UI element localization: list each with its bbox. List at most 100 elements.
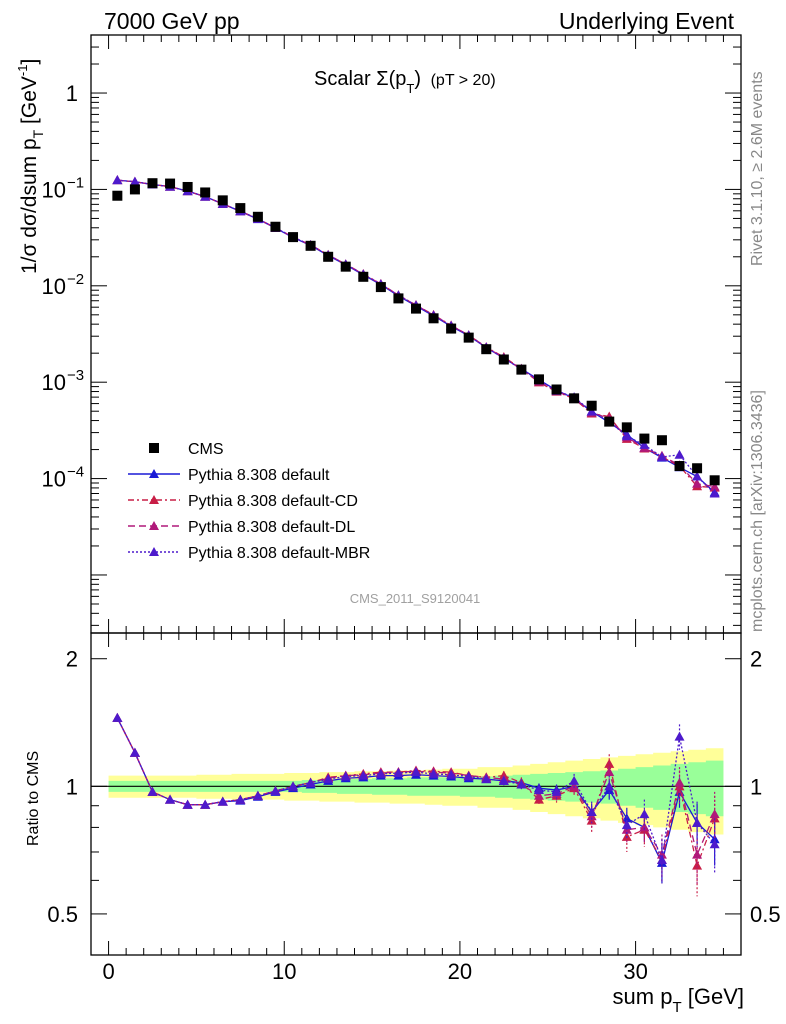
ratio-marker: [252, 790, 263, 800]
x-tick-label: 10: [272, 959, 296, 984]
x-tick-label: 20: [448, 959, 472, 984]
mc-marker: [656, 451, 667, 461]
legend-label: Pythia 8.308 default: [188, 467, 330, 484]
legend-marker-cms: [149, 443, 159, 453]
mc-marker: [692, 471, 703, 481]
ratio-marker: [200, 799, 211, 809]
ratio-marker: [586, 806, 597, 816]
cms-data-point: [182, 181, 193, 192]
cms-data-point: [375, 282, 386, 293]
ratio-marker: [709, 839, 720, 849]
analysis-watermark: CMS_2011_S9120041: [350, 591, 481, 606]
main-plot: 110−110−210−310−4: [42, 34, 742, 634]
y-tick-label: 10: [42, 370, 66, 395]
cms-data-point: [446, 323, 457, 334]
ylabel-main: 1/σ dσ/dsum p: [18, 138, 41, 274]
cms-data-point: [235, 203, 246, 214]
ratio-marker: [165, 794, 176, 804]
ratio-marker: [569, 781, 580, 791]
cms-data-point: [463, 332, 474, 343]
band-stat-uncertainty: [108, 760, 724, 817]
cms-data-point: [323, 251, 334, 262]
mc-line-3: [117, 179, 715, 488]
ratio-y-tick-label-right: 0.5: [750, 902, 781, 927]
cms-data-point: [551, 384, 562, 395]
ratio-marker: [533, 790, 544, 800]
y-tick-label: 10: [42, 467, 66, 492]
mc-line-4: [117, 179, 716, 494]
y-tick-label: 10: [42, 177, 66, 202]
legend-marker: [149, 495, 159, 504]
y-tick-exponent: −1: [67, 174, 84, 191]
ratio-marker: [446, 769, 457, 779]
ratio-marker: [692, 817, 703, 827]
legend-marker: [149, 469, 159, 478]
ratio-plot: 0 10 20 30 0.5 0.5 1 1 2 2: [47, 35, 781, 984]
mc-marker: [129, 176, 140, 186]
rivet-label: Rivet 3.1.10, ≥ 2.6M events: [749, 71, 766, 266]
cms-data-point: [112, 190, 123, 201]
ratio-marker: [270, 785, 281, 795]
header-right: Underlying Event: [559, 8, 735, 34]
ratio-marker: [621, 820, 632, 830]
ratio-marker: [692, 860, 703, 870]
cms-data-point: [129, 184, 140, 195]
cms-data-point: [305, 240, 316, 251]
y-axis-label-main: 1/σ dσ/dsum pT [GeV-1]: [15, 59, 46, 274]
ratio-marker: [656, 849, 667, 859]
legend-marker: [149, 521, 159, 530]
legend-label: Pythia 8.308 default-DL: [188, 519, 355, 536]
cms-data-point: [621, 422, 632, 433]
ratio-marker: [674, 731, 685, 741]
cms-data-point: [340, 261, 351, 272]
xlabel-main: sum p: [613, 984, 673, 1009]
y-tick-exponent: −4: [67, 464, 84, 481]
cms-data-point: [165, 178, 176, 189]
mc-marker: [709, 488, 720, 498]
ylabel-close: ]: [18, 59, 41, 65]
title-close: ): [414, 68, 421, 90]
ratio-marker: [692, 849, 703, 859]
ratio-y-tick-label: 2: [66, 647, 78, 672]
legend-label: CMS: [188, 441, 224, 458]
ratio-marker: [182, 799, 193, 809]
ratio-marker: [674, 777, 685, 787]
ratio-marker: [411, 767, 421, 777]
cms-data-point: [428, 313, 439, 324]
cms-data-point: [288, 232, 299, 243]
legend-marker: [149, 547, 159, 556]
mc-marker: [709, 481, 720, 491]
title-cut: (pT > 20): [431, 72, 496, 89]
mc-marker: [639, 439, 650, 449]
cms-data-point: [411, 303, 421, 314]
cms-data-point: [498, 354, 509, 365]
cms-data-point: [481, 344, 492, 355]
legend: CMS Pythia 8.308 default Pythia 8.308 defa…: [128, 441, 370, 562]
ratio-marker: [639, 822, 650, 832]
mc-marker: [586, 406, 597, 416]
mc-marker: [621, 431, 632, 441]
header-left: 7000 GeV pp: [104, 8, 240, 34]
ylabel-sup: -1: [15, 65, 30, 77]
title-sub: T: [406, 81, 414, 96]
cms-data-point: [270, 221, 281, 232]
ratio-marker: [147, 786, 158, 796]
x-tick-label: 30: [623, 959, 647, 984]
ratio-frame: [90, 632, 742, 956]
cms-data-point: [639, 433, 650, 444]
ratio-marker: [463, 771, 474, 781]
ratio-marker: [604, 781, 615, 791]
ratio-marker: [305, 777, 316, 787]
ratio-marker: [375, 768, 386, 778]
ratio-y-tick-label: 0.5: [47, 902, 78, 927]
ratio-y-tick-label: 1: [66, 774, 78, 799]
cms-data-point: [709, 475, 720, 486]
legend-label: Pythia 8.308 default-CD: [188, 493, 358, 510]
ratio-marker: [358, 770, 369, 780]
y-tick-exponent: −2: [67, 271, 84, 288]
y-tick-exponent: −3: [67, 367, 84, 384]
ratio-marker: [639, 809, 650, 819]
ratio-marker: [533, 785, 544, 795]
legend-label: Pythia 8.308 default-MBR: [188, 545, 370, 562]
